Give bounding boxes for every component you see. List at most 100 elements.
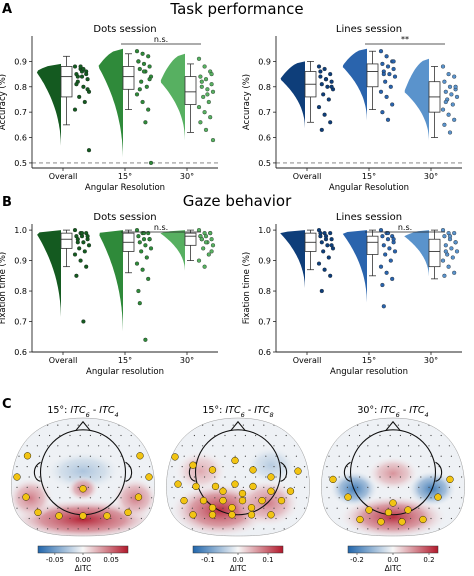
significant-sensor: [103, 512, 111, 520]
data-point: [144, 84, 149, 89]
sensor: [212, 445, 214, 447]
sensor: [438, 507, 440, 509]
sensor: [181, 528, 183, 530]
sensor: [283, 486, 285, 488]
sensor: [348, 517, 350, 520]
nose: [385, 420, 401, 431]
data-point: [74, 82, 79, 87]
y-tick-label: 0.8: [14, 83, 27, 92]
sensor: [59, 476, 61, 478]
sensor: [428, 486, 430, 488]
data-point: [319, 288, 324, 294]
sensor: [232, 445, 234, 447]
panel-b-title: Gaze behavior: [183, 192, 292, 210]
box-iqr: [366, 63, 379, 88]
sensor: [87, 445, 89, 447]
sensor: [326, 424, 328, 426]
sensor: [79, 434, 81, 437]
sensor: [36, 528, 39, 530]
violin-shape: [280, 230, 305, 292]
sensor: [171, 528, 173, 530]
sensor: [397, 507, 399, 509]
data-point: [198, 120, 203, 125]
sensor: [110, 497, 112, 499]
significant-sensor: [199, 496, 208, 505]
data-point: [321, 249, 326, 254]
sensor: [346, 528, 348, 530]
sensor: [336, 424, 338, 426]
sensor: [120, 497, 122, 499]
sensor: [222, 424, 224, 426]
data-point: [147, 77, 152, 82]
x-tick-label: 15°: [362, 172, 376, 181]
sensor: [87, 528, 89, 530]
sensor: [273, 445, 275, 447]
sensor: [336, 466, 338, 468]
data-point: [319, 127, 324, 132]
y-tick-label: 0.6: [258, 134, 271, 143]
data-point: [447, 234, 453, 239]
sensor: [214, 455, 216, 457]
data-point: [329, 243, 334, 248]
sensor: [450, 517, 452, 520]
box-iqr: [60, 232, 73, 249]
sensor: [67, 445, 69, 447]
sensor: [26, 424, 28, 426]
sensor: [428, 507, 430, 509]
data-point: [208, 115, 213, 120]
sensor: [120, 517, 122, 520]
hull-outline: [321, 417, 465, 537]
data-point: [378, 228, 384, 233]
activity-blob: [244, 445, 298, 486]
sensor: [87, 486, 89, 488]
violin-group-30°: [404, 228, 460, 280]
sensor: [283, 507, 285, 509]
sensor: [275, 517, 277, 520]
sensor: [98, 486, 100, 488]
box-iqr: [122, 66, 135, 90]
sensor: [255, 497, 257, 499]
data-point: [209, 249, 214, 254]
data-point: [319, 240, 324, 245]
sensor: [26, 466, 28, 468]
sensor: [18, 434, 20, 437]
y-tick-label: 0.9: [258, 57, 271, 66]
sensor: [149, 445, 151, 447]
sensor: [57, 507, 59, 509]
sensor: [36, 486, 39, 488]
sensor: [202, 528, 204, 530]
significant-sensor: [389, 499, 397, 507]
sensor: [26, 486, 28, 488]
sensor: [100, 497, 102, 499]
sensor: [244, 434, 246, 437]
sensor: [389, 497, 391, 499]
y-tick-label: 0.6: [14, 348, 27, 357]
sensor: [128, 507, 130, 509]
x-tick-label: 15°: [362, 356, 376, 365]
data-point: [78, 64, 83, 69]
sensor: [357, 424, 359, 426]
colorbar-tick-label: 0.0: [387, 556, 398, 564]
sensor: [369, 497, 371, 499]
sensor: [49, 476, 51, 478]
data-point: [447, 130, 453, 135]
sensor: [346, 424, 348, 426]
data-point: [392, 249, 398, 254]
sensor: [418, 424, 420, 426]
sensor: [214, 497, 216, 499]
sensor: [232, 466, 234, 468]
sensor: [110, 476, 112, 478]
significant-sensor: [171, 453, 179, 461]
sensor: [306, 476, 308, 478]
sensor: [67, 507, 69, 509]
x-tick-label: Overall: [293, 356, 322, 365]
sensor: [338, 476, 340, 478]
violin-group-Overall: [280, 60, 336, 132]
sensor: [234, 476, 236, 478]
sensor: [47, 486, 49, 488]
sensor: [387, 507, 389, 509]
data-point: [209, 237, 214, 242]
sensor: [149, 528, 151, 530]
data-point: [143, 337, 148, 342]
sensor: [173, 497, 175, 499]
